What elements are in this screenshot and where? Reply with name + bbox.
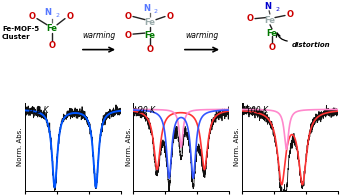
Text: N: N xyxy=(265,2,272,11)
Text: O: O xyxy=(49,41,56,50)
Text: distortion: distortion xyxy=(292,43,331,49)
Text: O: O xyxy=(246,14,253,23)
Text: Fe: Fe xyxy=(47,24,57,33)
Text: 4.2 K: 4.2 K xyxy=(29,106,49,115)
Text: Fe-MOF-5: Fe-MOF-5 xyxy=(2,26,39,32)
Text: Cluster: Cluster xyxy=(2,34,31,40)
Text: O: O xyxy=(125,12,132,21)
Text: N: N xyxy=(44,8,51,17)
Text: O: O xyxy=(287,10,294,19)
Text: O: O xyxy=(28,12,35,21)
Text: Fe: Fe xyxy=(145,31,155,40)
Text: N: N xyxy=(144,4,150,13)
Text: O: O xyxy=(125,31,132,40)
Text: 2: 2 xyxy=(154,9,158,14)
Text: 2: 2 xyxy=(275,7,279,12)
Y-axis label: Norm. Abs.: Norm. Abs. xyxy=(17,128,23,167)
Text: O: O xyxy=(66,12,74,21)
Text: 2: 2 xyxy=(55,13,59,18)
Text: Fe: Fe xyxy=(266,29,278,38)
Text: warming: warming xyxy=(186,31,219,40)
Text: O: O xyxy=(147,45,154,54)
Y-axis label: Norm. Abs.: Norm. Abs. xyxy=(126,128,132,167)
Text: warming: warming xyxy=(82,31,116,40)
Text: Fe: Fe xyxy=(265,16,275,25)
Text: O: O xyxy=(167,12,174,21)
Text: 20 K: 20 K xyxy=(138,106,155,115)
Text: O: O xyxy=(268,43,275,52)
Y-axis label: Norm. Abs.: Norm. Abs. xyxy=(234,128,240,167)
Text: 100 K: 100 K xyxy=(246,106,268,115)
Text: Fe: Fe xyxy=(145,18,155,27)
